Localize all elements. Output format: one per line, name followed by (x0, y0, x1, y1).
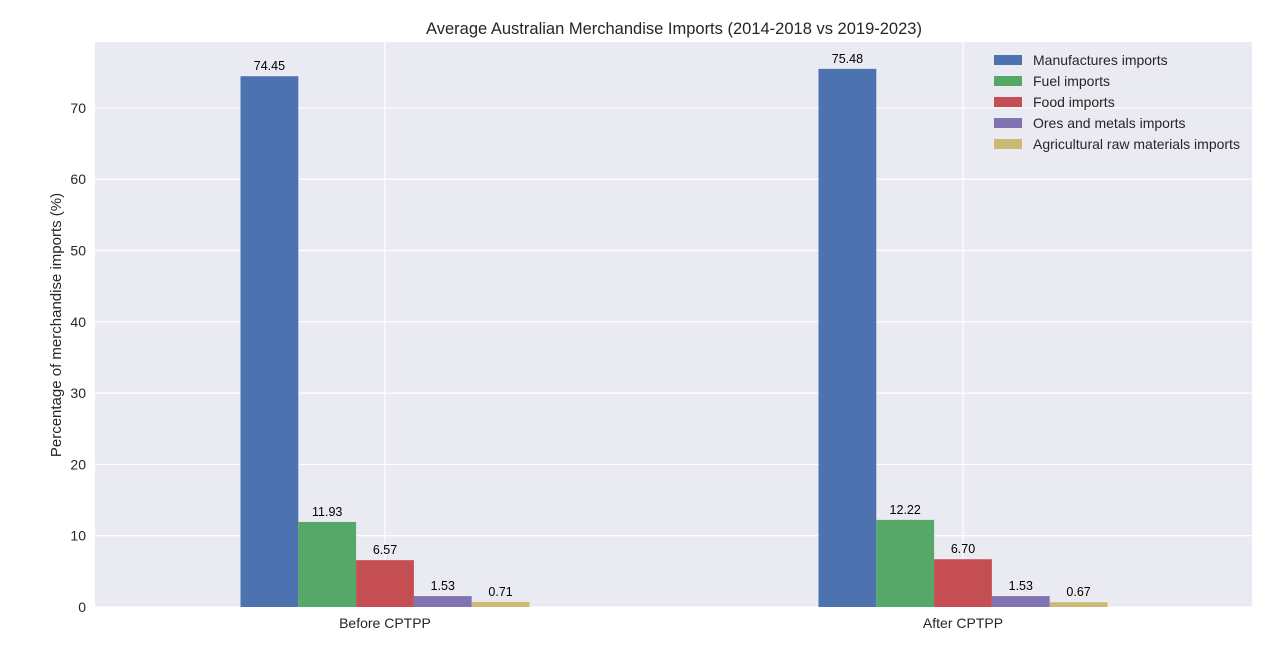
legend-label: Ores and metals imports (1033, 115, 1186, 131)
y-axis-label: Percentage of merchandise imports (%) (48, 193, 65, 457)
bar-value-labels: 74.45 75.48 11.93 12.22 6.57 6.70 1.53 1.53 0.71… (254, 52, 1091, 599)
legend-swatch (994, 55, 1022, 65)
bar (413, 596, 472, 607)
x-tick-label: Before CPTPP (339, 615, 431, 631)
y-tick-label: 40 (70, 314, 86, 330)
bar-value-label: 74.45 (254, 59, 285, 73)
bar (298, 521, 357, 607)
chart-title: Average Australian Merchandise Imports (… (426, 20, 922, 38)
legend-label: Fuel imports (1033, 73, 1110, 89)
bar-value-label: 1.53 (431, 579, 455, 593)
bar (471, 601, 530, 607)
y-tick-label: 30 (70, 385, 86, 401)
legend-label: Agricultural raw materials imports (1033, 136, 1240, 152)
y-tick-label: 60 (70, 171, 86, 187)
legend-swatch (994, 118, 1022, 128)
y-tick-label: 10 (70, 528, 86, 544)
bar (991, 596, 1050, 607)
bar-value-label: 12.22 (890, 503, 921, 517)
bar (934, 559, 992, 607)
bar (356, 560, 414, 607)
y-tick-label: 0 (78, 599, 86, 615)
legend: Manufactures imports Fuel imports Food imp… (994, 52, 1240, 152)
bar-value-label: 6.57 (373, 543, 397, 557)
bar-value-label: 11.93 (312, 505, 342, 519)
legend-label: Manufactures imports (1033, 52, 1168, 68)
bar-value-label: 6.70 (951, 542, 975, 556)
y-tick-label: 50 (70, 243, 86, 259)
bar-value-label: 1.53 (1009, 579, 1033, 593)
y-tick-label: 20 (70, 456, 86, 472)
legend-swatch (994, 97, 1022, 107)
y-axis-ticks: 0 10 20 30 40 50 60 70 (70, 100, 86, 615)
bars (240, 68, 1108, 607)
x-tick-label: After CPTPP (923, 615, 1003, 631)
legend-swatch (994, 76, 1022, 86)
x-axis-ticks: Before CPTPP After CPTPP (339, 615, 1003, 631)
bar (240, 76, 299, 607)
legend-label: Food imports (1033, 94, 1115, 110)
bar (1049, 602, 1108, 607)
bar-value-label: 0.71 (488, 585, 512, 599)
bar (876, 519, 935, 607)
bar (818, 68, 877, 607)
bar-value-label: 75.48 (832, 52, 863, 66)
bar-value-label: 0.67 (1066, 585, 1090, 599)
legend-swatch (994, 139, 1022, 149)
y-tick-label: 70 (70, 100, 86, 116)
